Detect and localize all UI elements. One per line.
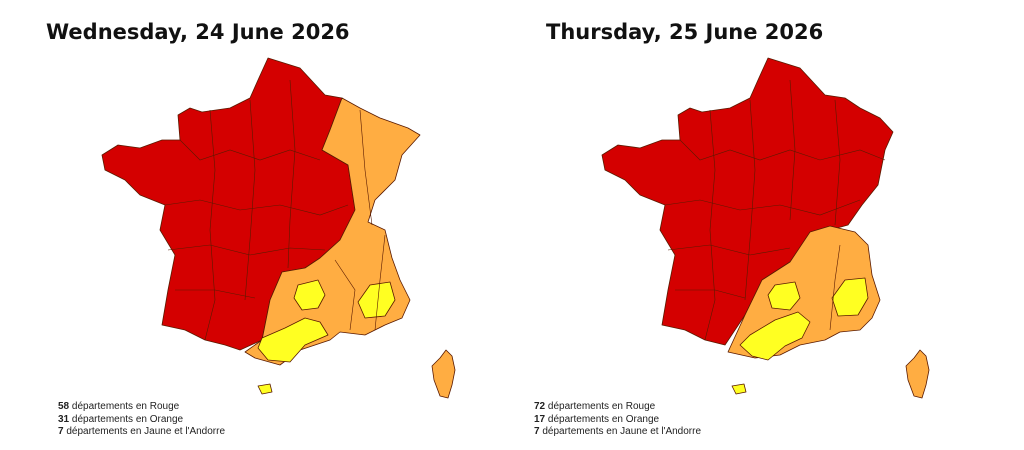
legend-jaune: 7 départements en Jaune et l'Andorre [58,426,226,437]
france-vigilance-map [601,57,930,399]
legend-orange: 31 départements en Orange [58,413,184,425]
legend-jaune: 7 départements en Jaune et l'Andorre [534,426,702,437]
corsica [905,349,930,399]
legend-rouge: 58 départements en Rouge [58,401,180,412]
legend: 58 départements en Rouge 31 départements… [58,401,225,439]
andorra [257,383,273,395]
department-borders [664,79,886,341]
region-rouge [601,57,894,346]
panel-thursday: Thursday, 25 June 2026 72 départements e… [500,0,1000,450]
department-borders [164,79,386,341]
andorra [731,383,747,395]
legend-rouge: 72 départements en Rouge [534,401,656,412]
france-vigilance-map [101,57,456,399]
map-title: Wednesday, 24 June 2026 [46,20,350,44]
region-jaune-sud [257,317,329,363]
panel-wednesday: Wednesday, 24 June 2026 58 départements … [0,0,500,450]
region-jaune-alpes [357,281,396,319]
corsica [431,349,456,399]
map-title: Thursday, 25 June 2026 [546,20,824,44]
region-jaune-centre [767,281,801,311]
region-jaune-sud [739,311,811,361]
region-jaune-centre [293,279,326,311]
region-jaune-alpes [831,277,869,317]
legend-orange: 17 départements en Orange [534,413,660,425]
legend: 72 départements en Rouge 17 départements… [534,401,701,439]
